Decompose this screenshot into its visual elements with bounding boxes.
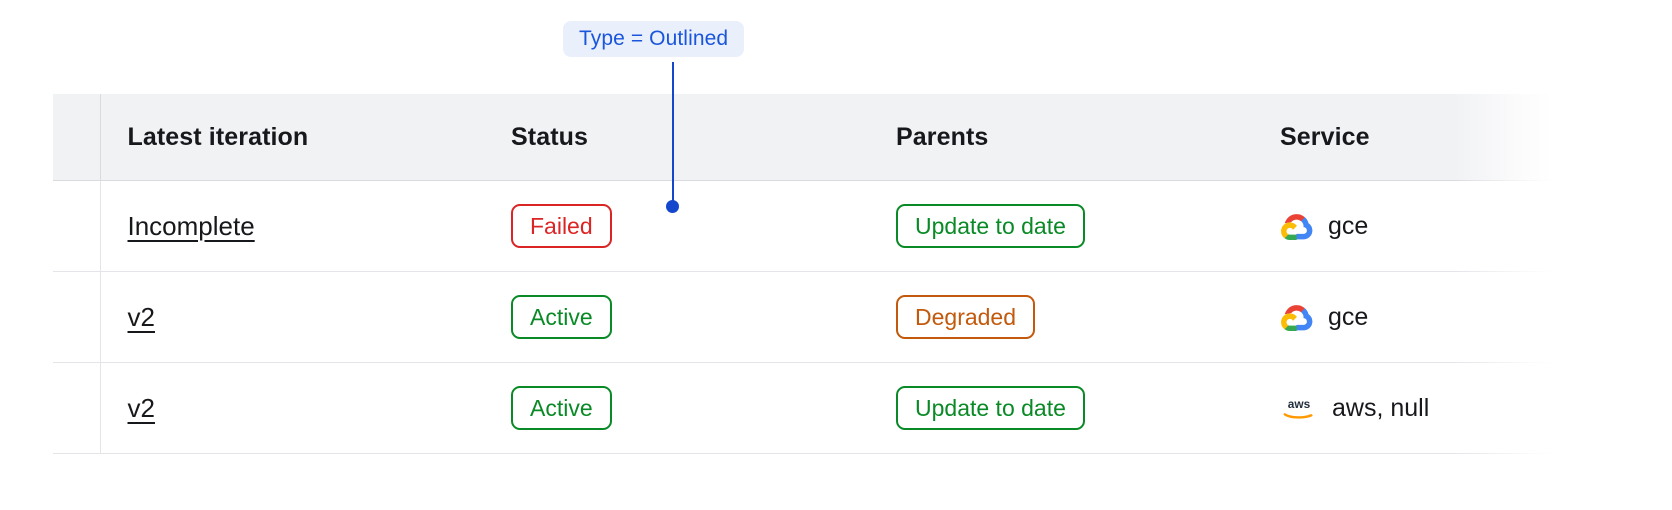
column-header-label: Status [511, 122, 589, 151]
status-table: Latest iteration Status Parents Service [53, 94, 1613, 454]
column-header-service[interactable]: Service [1253, 94, 1613, 181]
table-container: Latest iteration Status Parents Service [53, 94, 1672, 494]
column-header-label: Parents [896, 122, 989, 151]
cell-parents: Update to date [869, 362, 1253, 454]
cell-latest-iteration: v2 [100, 271, 484, 363]
row-gutter-cell [53, 180, 101, 272]
column-header-latest-iteration[interactable]: Latest iteration [100, 94, 484, 181]
cell-service: gce [1253, 271, 1613, 363]
cell-status: Active [484, 271, 869, 363]
cell-service: gce [1253, 180, 1613, 272]
row-gutter-cell [53, 362, 101, 454]
annotation-chip[interactable]: Type = Outlined [563, 21, 745, 57]
cell-latest-iteration: Incomplete [100, 180, 484, 272]
table-row[interactable]: Incomplete Failed Update to date [53, 180, 1613, 272]
column-header-gutter [53, 94, 101, 181]
cell-status: Active [484, 362, 869, 454]
iteration-link[interactable]: v2 [127, 392, 155, 423]
table-header-row: Latest iteration Status Parents Service [53, 94, 1613, 181]
iteration-link[interactable]: v2 [127, 301, 155, 332]
table-row[interactable]: v2 Active Degraded [53, 271, 1613, 363]
parents-badge: Update to date [896, 386, 1085, 430]
cell-parents: Degraded [869, 271, 1253, 363]
column-header-status[interactable]: Status [484, 94, 869, 181]
cell-service: aws aws, null [1253, 362, 1613, 454]
row-gutter-cell [53, 271, 101, 363]
column-header-parents[interactable]: Parents [869, 94, 1253, 181]
google-cloud-icon [1280, 302, 1314, 332]
aws-icon: aws [1280, 395, 1318, 421]
service-label: gce [1328, 211, 1369, 240]
table-row[interactable]: v2 Active Update to date [53, 362, 1613, 454]
service-label: aws, null [1332, 393, 1430, 422]
parents-badge: Degraded [896, 295, 1036, 339]
iteration-link[interactable]: Incomplete [127, 210, 255, 241]
google-cloud-icon [1280, 211, 1314, 241]
service-label: gce [1328, 302, 1369, 331]
status-badge: Active [511, 295, 612, 339]
cell-latest-iteration: v2 [100, 362, 484, 454]
column-header-label: Latest iteration [127, 122, 309, 151]
status-badge: Failed [511, 204, 612, 248]
status-badge: Active [511, 386, 612, 430]
cell-parents: Update to date [869, 180, 1253, 272]
svg-text:aws: aws [1288, 397, 1311, 411]
column-header-label: Service [1280, 122, 1370, 151]
cell-status: Failed [484, 180, 869, 272]
parents-badge: Update to date [896, 204, 1085, 248]
